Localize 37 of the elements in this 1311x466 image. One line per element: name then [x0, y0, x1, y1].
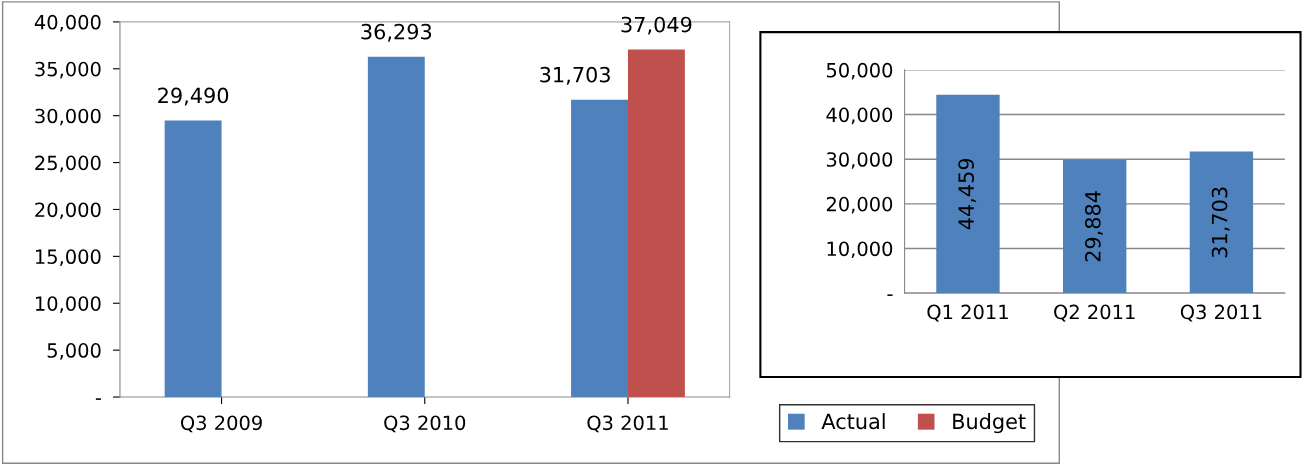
y-tick-label: 40,000 [826, 107, 893, 125]
text: 29,884 [1084, 191, 1103, 262]
y-tick-label: 40,000 [34, 14, 101, 32]
bar [1189, 151, 1254, 294]
text: 29,490 [158, 87, 229, 106]
legend-label: Budget [953, 413, 1026, 434]
y-tick-label: 30,000 [826, 152, 893, 169]
y-tick-label: - [95, 398, 101, 400]
text: 37,049 [621, 16, 692, 35]
text: 44,459 [958, 158, 977, 230]
x-tick-label: Q3 2011 [1180, 304, 1262, 322]
bar [627, 49, 685, 398]
y-tick-label: 10,000 [827, 241, 893, 259]
x-tick-label: Q3 2009 [180, 415, 262, 433]
y-tick-label: 35,000 [35, 61, 101, 79]
y-tick-label: 20,000 [35, 202, 101, 220]
y-tick-label: 10,000 [36, 296, 101, 313]
y-tick-label: 15,000 [36, 249, 101, 267]
text: 31,703 [1211, 187, 1230, 258]
x-tick-label: Q3 2010 [384, 415, 466, 433]
bar [164, 120, 222, 398]
text: 31,703 [540, 66, 610, 85]
x-tick-label: Q1 2011 [927, 304, 1008, 322]
y-tick-label: 20,000 [826, 196, 893, 214]
legend-label: Actual [821, 413, 885, 430]
y-tick-label: 25,000 [35, 155, 101, 173]
x-tick-label: Q2 2011 [1054, 304, 1135, 322]
bar [1063, 159, 1127, 294]
y-tick-label: 5,000 [47, 343, 101, 360]
x-tick-label: Q3 2011 [587, 415, 668, 433]
text: 36,293 [361, 23, 432, 42]
y-tick-label: 30,000 [35, 108, 101, 126]
bar [571, 99, 628, 398]
bar [367, 56, 425, 398]
y-tick-label: 50,000 [826, 62, 893, 80]
bar [936, 94, 1000, 294]
y-tick-label: - [887, 294, 893, 296]
